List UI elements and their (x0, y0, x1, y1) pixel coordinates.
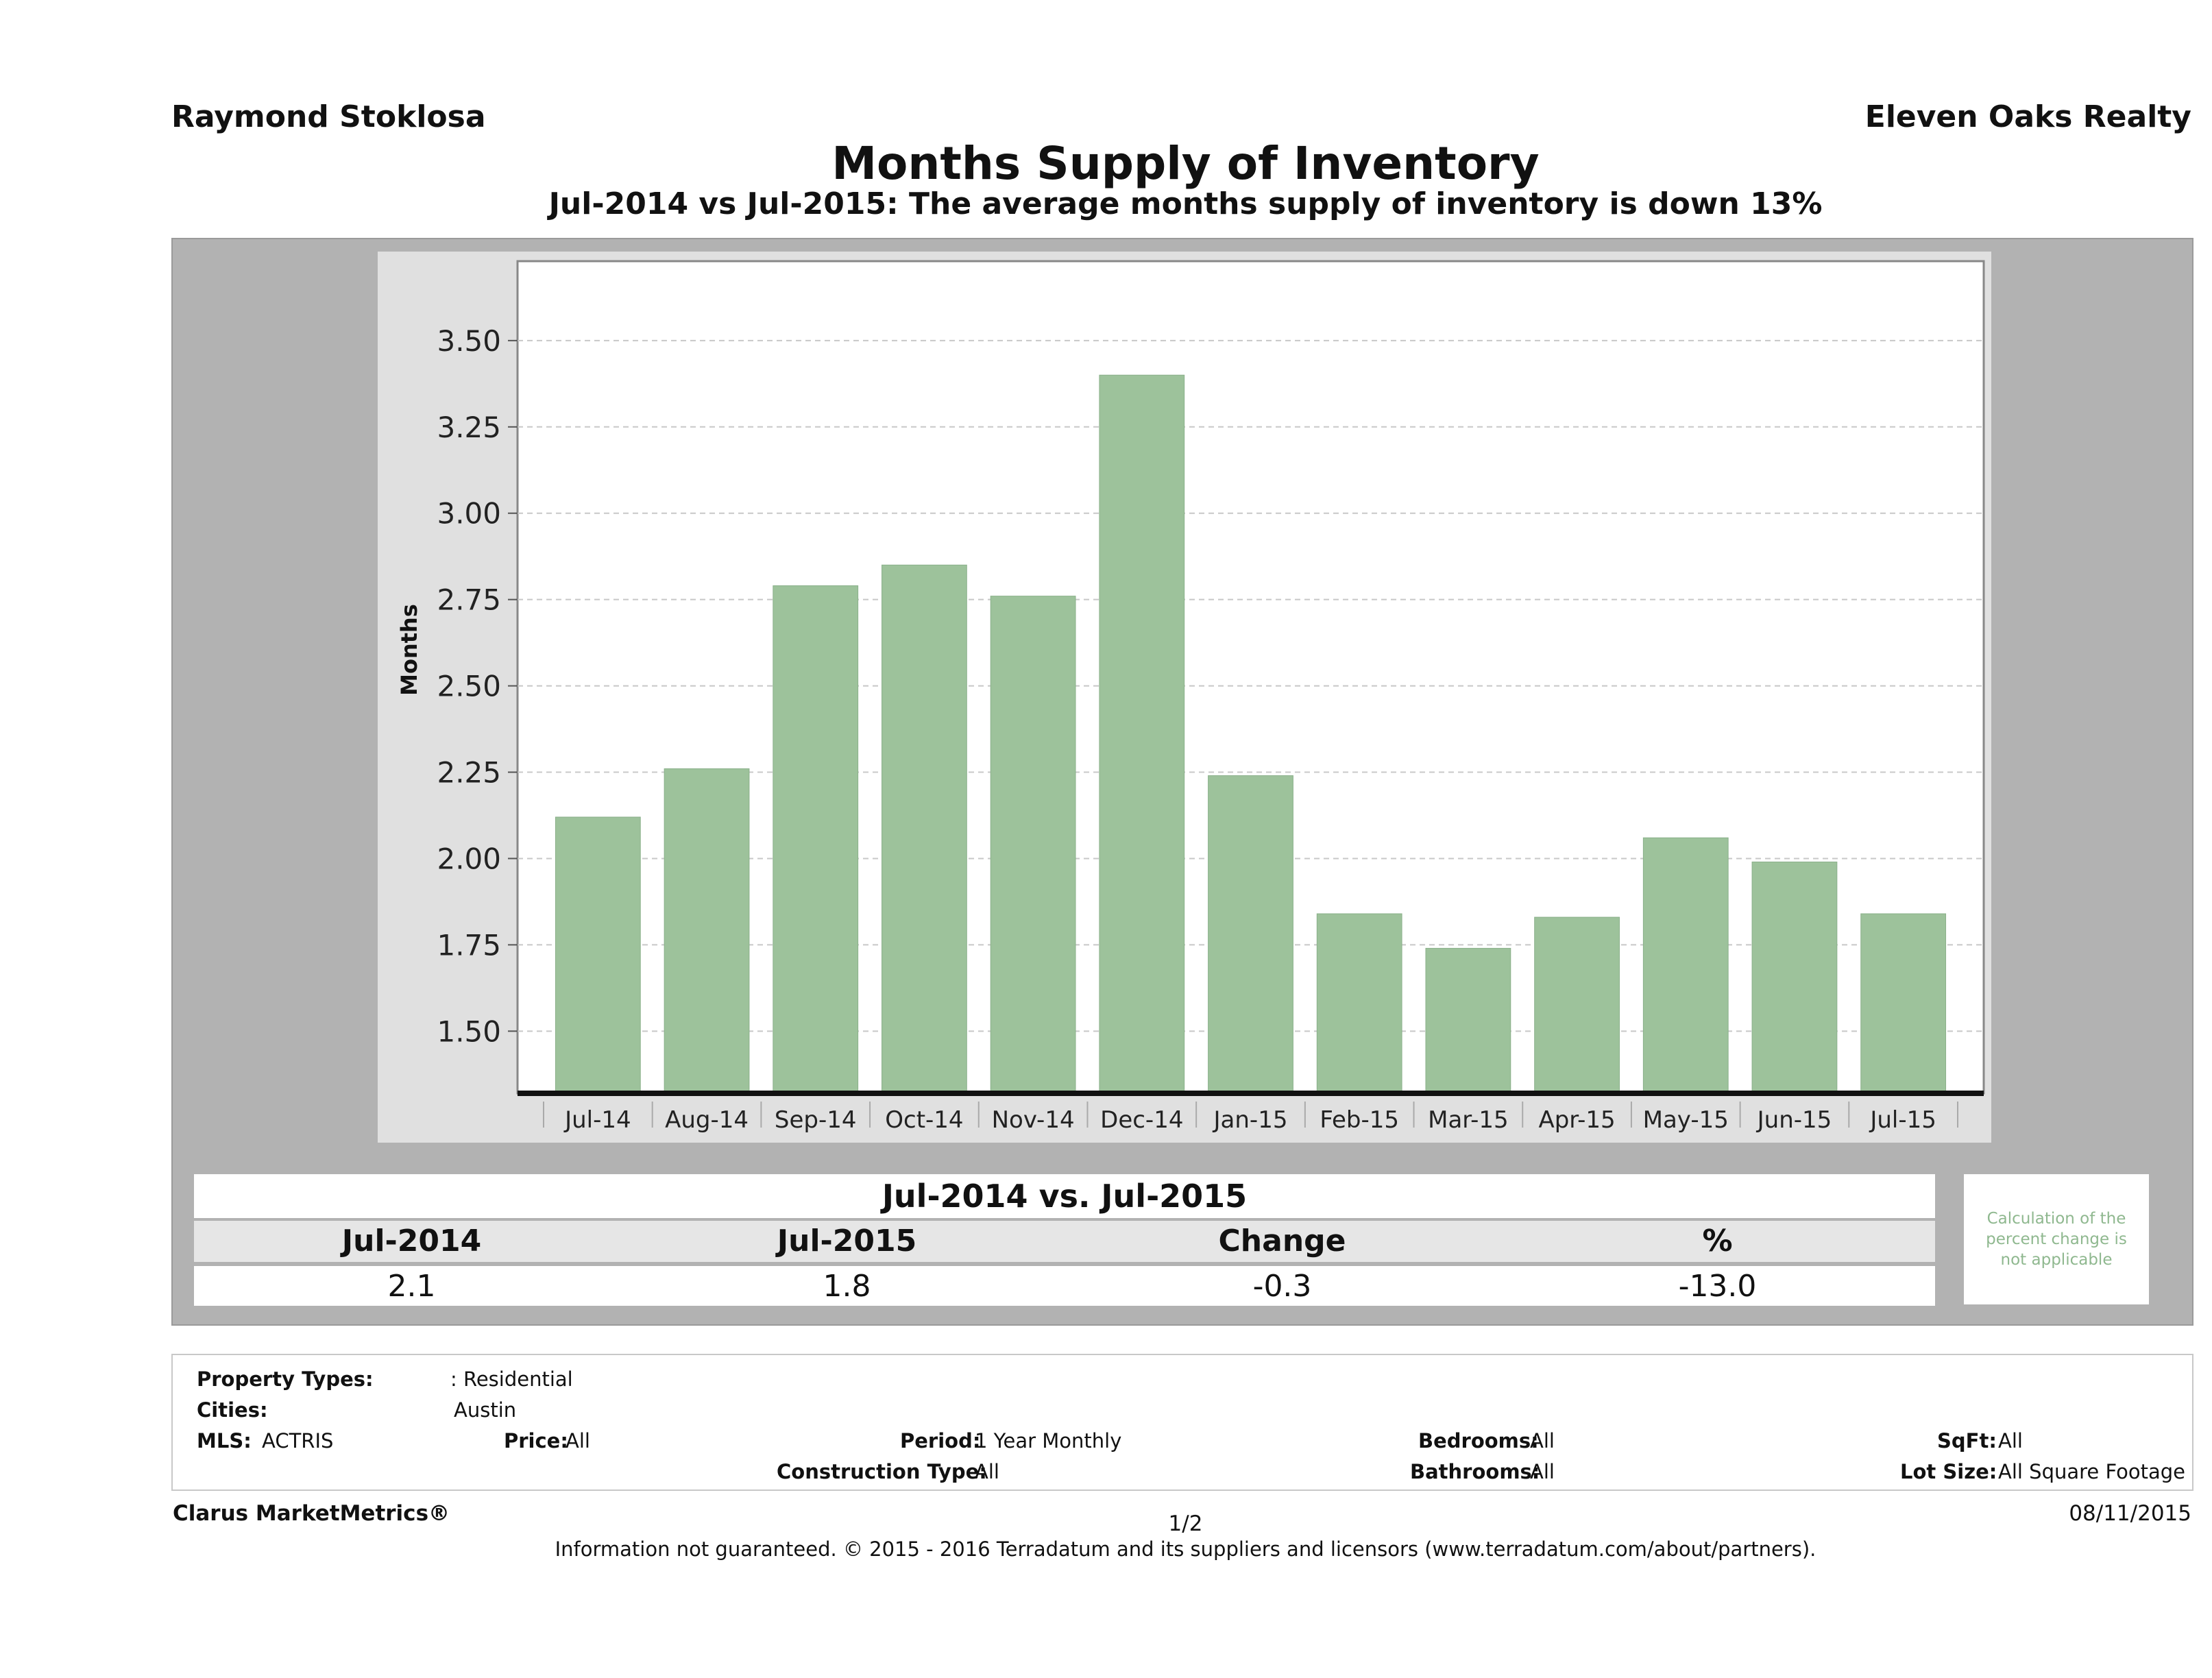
footer-brand: Clarus MarketMetrics® (173, 1501, 450, 1526)
construction-type-label: Construction Type: (777, 1460, 987, 1483)
y-tick-label: 2.75 (437, 583, 501, 617)
page-number: 1/2 (1168, 1511, 1203, 1536)
x-tick-label: Dec-14 (1100, 1106, 1183, 1134)
summary-val-jul-2014: 2.1 (387, 1269, 436, 1304)
summary-column-headers: Jul-2014 Jul-2015 Change % (194, 1221, 1935, 1262)
x-tick-label: Feb-15 (1320, 1106, 1399, 1134)
agent-name: Raymond Stoklosa (171, 99, 486, 134)
bedrooms-label: Bedrooms: (1418, 1429, 1539, 1452)
bathrooms-label: Bathrooms: (1410, 1460, 1540, 1483)
bar-jul-14 (555, 816, 641, 1094)
disclaimer: Information not guaranteed. © 2015 - 201… (555, 1537, 1816, 1561)
lot-size-value: All Square Footage (1998, 1460, 2186, 1483)
property-types-value: : Residential (450, 1367, 573, 1391)
price-value: All (566, 1429, 590, 1452)
bar-chart: 1.50 1.75 2.00 2.25 2.50 2.75 3.00 3.25 3.50 Jul-… (396, 260, 1985, 1134)
mls-value: ACTRIS (262, 1429, 334, 1452)
construction-type-value: All (975, 1460, 999, 1483)
bar-dec-14 (1099, 374, 1185, 1094)
company-name: Eleven Oaks Realty (1864, 99, 2191, 134)
y-tick-label: 2.50 (437, 670, 501, 703)
bar-apr-15 (1534, 916, 1620, 1094)
y-tick-label: 3.25 (437, 411, 501, 444)
summary-col-jul-2015: Jul-2015 (777, 1224, 917, 1258)
bar-jan-15 (1208, 775, 1293, 1094)
bar-may-15 (1642, 837, 1729, 1094)
y-tick-label: 3.00 (437, 497, 501, 531)
bar-sep-14 (773, 585, 859, 1094)
summary-col-change: Change (1218, 1224, 1346, 1258)
y-axis-title: Months (396, 604, 422, 696)
y-tick-label: 2.00 (437, 842, 501, 875)
period-value: 1 Year Monthly (975, 1429, 1122, 1452)
x-tick-label: May-15 (1643, 1106, 1729, 1134)
cities-value: Austin (454, 1398, 517, 1422)
property-types-label: Property Types: (197, 1367, 374, 1391)
x-tick-label: Jul-14 (563, 1106, 631, 1134)
bar-nov-14 (990, 596, 1076, 1094)
x-tick-label: Apr-15 (1538, 1106, 1615, 1134)
y-tick-label: 2.25 (437, 756, 501, 790)
chart-title: Months Supply of Inventory (831, 137, 1540, 190)
cities-label: Cities: (197, 1398, 268, 1422)
summary-val-change: -0.3 (1252, 1269, 1312, 1304)
period-label: Period: (900, 1429, 981, 1452)
x-tick-label: Jun-15 (1756, 1106, 1832, 1134)
x-tick-label: Jul-15 (1869, 1106, 1936, 1134)
price-label: Price: (504, 1429, 568, 1452)
bar-jul-15 (1860, 913, 1947, 1094)
x-tick-label: Oct-14 (885, 1106, 963, 1134)
x-tick-label: Sep-14 (775, 1106, 857, 1134)
summary-val-percent: -13.0 (1678, 1269, 1757, 1304)
summary-col-percent: % (1702, 1224, 1733, 1258)
summary-val-jul-2015: 1.8 (823, 1269, 871, 1304)
percent-note: Calculation of the percent change is not… (1964, 1174, 2149, 1304)
filter-criteria: Property Types: : Residential Cities: Au… (171, 1354, 2193, 1491)
y-tick-label: 1.75 (437, 928, 501, 962)
x-tick-label: Mar-15 (1428, 1106, 1509, 1134)
sqft-label: SqFt: (1937, 1429, 1997, 1452)
bar-feb-15 (1316, 913, 1402, 1094)
lot-size-label: Lot Size: (1900, 1460, 1997, 1483)
bar-mar-15 (1425, 947, 1511, 1094)
bedrooms-value: All (1530, 1429, 1555, 1452)
sqft-value: All (1998, 1429, 2023, 1452)
mls-label: MLS: (197, 1429, 252, 1452)
y-tick-label: 3.50 (437, 324, 501, 358)
report-date: 08/11/2015 (2069, 1501, 2191, 1526)
bathrooms-value: All (1530, 1460, 1555, 1483)
summary-col-jul-2014: Jul-2014 (341, 1224, 482, 1258)
summary-heading: Jul-2014 vs. Jul-2015 (194, 1174, 1935, 1218)
x-tick-label: Aug-14 (665, 1106, 749, 1134)
percent-note-text: Calculation of the percent change is not… (1986, 1210, 2127, 1269)
bar-oct-14 (882, 564, 967, 1094)
bar-aug-14 (664, 768, 750, 1094)
chart-subtitle: Jul-2014 vs Jul-2015: The average months… (548, 186, 1823, 221)
summary-values: 2.1 1.8 -0.3 -13.0 (194, 1266, 1935, 1306)
bar-jun-15 (1751, 861, 1838, 1094)
x-tick-label: Jan-15 (1213, 1106, 1288, 1134)
x-tick-label: Nov-14 (992, 1106, 1075, 1134)
y-tick-label: 1.50 (437, 1014, 501, 1048)
